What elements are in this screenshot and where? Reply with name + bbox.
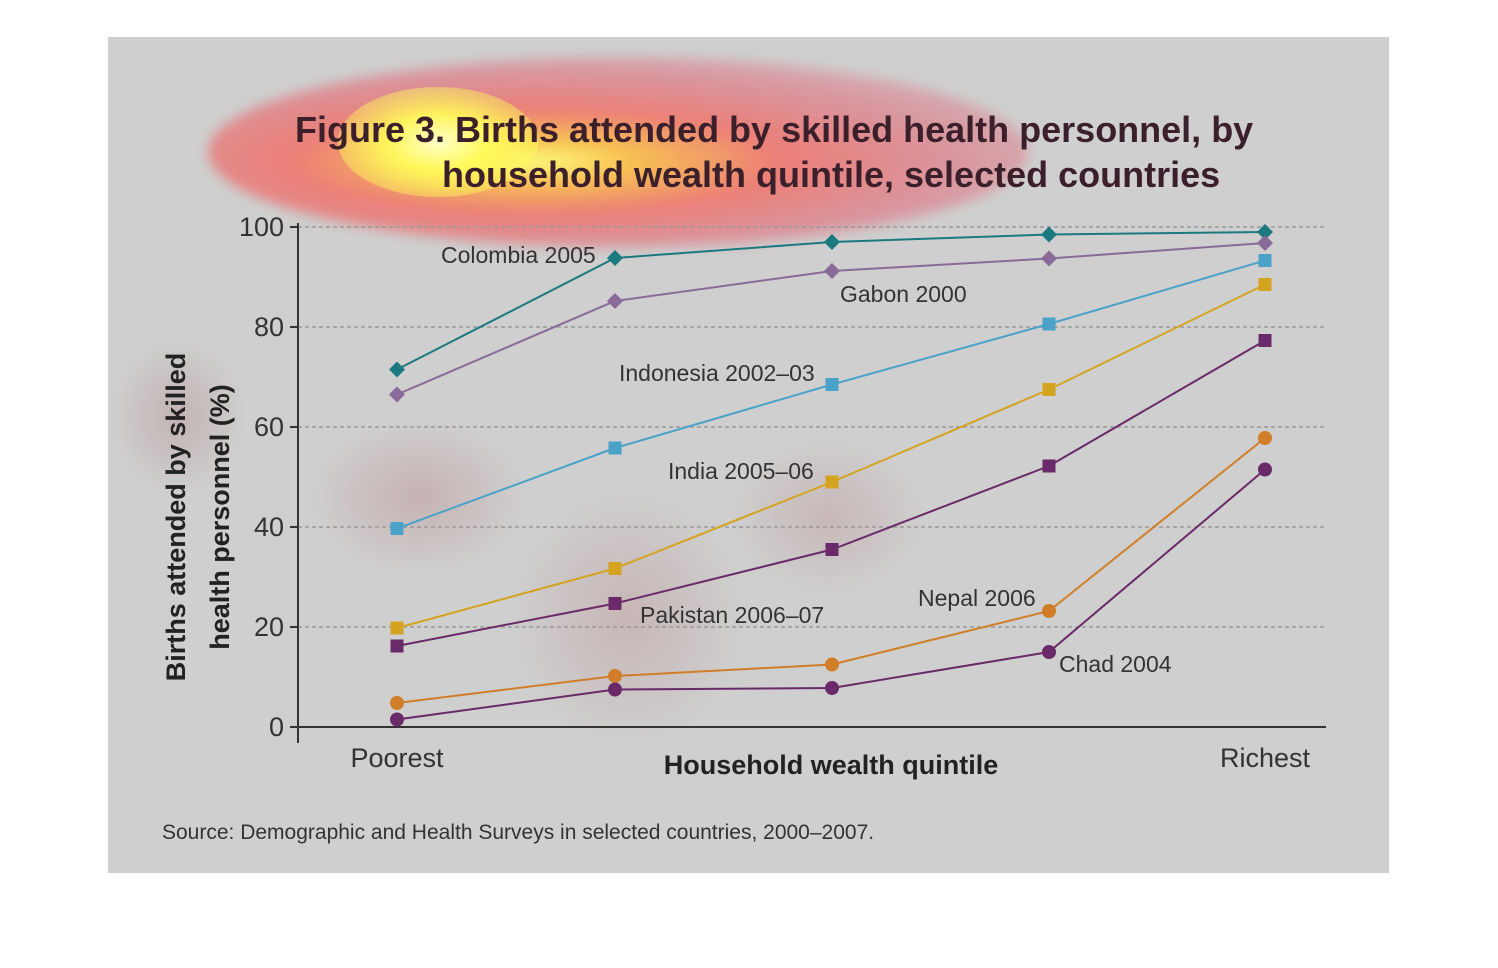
heatmap-overlay-faint-3 (728, 437, 928, 597)
data-point-square (825, 543, 839, 556)
y-tick-label: 60 (254, 412, 284, 442)
y-tick-label: 20 (254, 612, 284, 642)
data-point-diamond (824, 234, 840, 250)
series-2 (390, 254, 1272, 535)
heatmap-overlay-faint-4 (108, 337, 248, 497)
data-point-diamond (1041, 226, 1057, 243)
data-point-circle (1042, 604, 1056, 618)
data-point-square (1258, 254, 1272, 267)
data-point-circle (825, 681, 839, 695)
series-label: India 2005–06 (668, 458, 814, 484)
source-note: Source: Demographic and Health Surveys i… (162, 821, 874, 844)
data-point-square (608, 441, 622, 455)
data-point-square (1042, 317, 1056, 331)
gridlines (298, 226, 1326, 628)
data-point-circle (1258, 431, 1272, 445)
y-tick-label: 0 (269, 712, 284, 742)
y-axis-title-line-1: Births attended by skilled (161, 353, 191, 682)
data-point-circle (1042, 645, 1056, 659)
series-lines (389, 224, 1273, 727)
data-point-diamond (389, 361, 405, 378)
data-point-square (1042, 459, 1056, 473)
series-label: Indonesia 2002–03 (619, 360, 815, 386)
series-6 (390, 462, 1272, 727)
series-label: Colombia 2005 (441, 242, 596, 268)
data-point-circle (608, 669, 622, 683)
data-point-square (390, 522, 404, 535)
line-chart: Figure 3. Births attended by skilled hea… (161, 109, 1326, 844)
series-label: Nepal 2006 (918, 585, 1036, 611)
data-point-diamond (389, 386, 405, 403)
chart-title-line-2: household wealth quintile, selected coun… (442, 154, 1220, 195)
data-point-circle (608, 682, 622, 697)
series-line (396, 283, 1266, 629)
x-tick-labels: Poorest Richest (350, 743, 1310, 773)
data-point-diamond (1257, 224, 1273, 240)
data-point-diamond (607, 293, 623, 309)
series-labels: Colombia 2005 Gabon 2000 Indonesia 2002–03… (441, 242, 1172, 677)
heatmap-overlay-faint-1 (308, 417, 528, 577)
data-point-square (1042, 383, 1056, 396)
data-point-square (1258, 334, 1272, 347)
heatmap-overlay-core (338, 87, 538, 197)
data-point-square (825, 475, 839, 489)
y-tick-labels: 0 20 40 60 80 100 (239, 212, 284, 742)
data-point-square (1258, 278, 1272, 291)
chart-panel: Figure 3. Births attended by skilled hea… (108, 37, 1389, 873)
data-point-square (390, 621, 404, 635)
x-tick-label: Richest (1220, 743, 1311, 773)
series-5 (390, 431, 1272, 710)
series-label: Gabon 2000 (840, 281, 967, 307)
data-point-circle (825, 657, 839, 672)
series-label: Chad 2004 (1059, 651, 1172, 677)
data-point-circle (1258, 462, 1272, 477)
data-point-square (608, 562, 622, 575)
series-4 (390, 334, 1272, 653)
series-0 (389, 224, 1273, 378)
chart-title-line-1: Figure 3. Births attended by skilled hea… (295, 109, 1253, 150)
data-point-circle (390, 696, 404, 710)
series-3 (390, 278, 1272, 635)
x-axis-title: Household wealth quintile (664, 750, 999, 780)
data-point-diamond (607, 250, 623, 266)
data-point-circle (390, 712, 404, 727)
data-point-square (825, 378, 839, 391)
data-point-diamond (824, 263, 840, 279)
y-tick-label: 100 (239, 212, 284, 242)
x-tick-label: Poorest (350, 743, 444, 773)
data-point-square (608, 597, 622, 610)
series-label: Pakistan 2006–07 (640, 602, 824, 628)
axes (290, 223, 1326, 743)
y-axis-title: Births attended by skilled health person… (161, 353, 235, 682)
y-tick-label: 80 (254, 312, 284, 342)
data-point-square (390, 639, 404, 653)
chart-title: Figure 3. Births attended by skilled hea… (295, 109, 1253, 195)
data-point-diamond (1041, 250, 1057, 267)
data-point-diamond (1257, 235, 1273, 251)
y-axis-title-line-2: health personnel (%) (205, 384, 235, 650)
y-tick-label: 40 (254, 512, 284, 542)
series-1 (389, 235, 1273, 403)
